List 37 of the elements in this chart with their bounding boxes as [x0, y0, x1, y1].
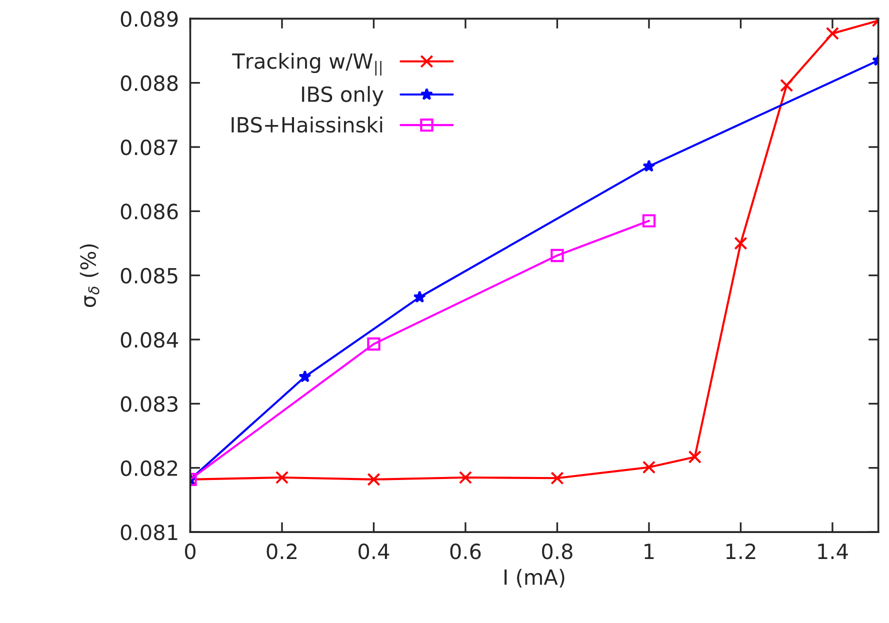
y-tick-label: 0.086 [120, 204, 178, 220]
x-tick-label: 0.6 [450, 544, 481, 560]
point [550, 248, 564, 262]
point [275, 470, 289, 484]
point [688, 450, 702, 464]
point [458, 470, 472, 484]
x-tick-label: 1.2 [726, 544, 756, 559]
point [642, 214, 656, 228]
y-tick-label: 0.089 [120, 11, 178, 27]
point [550, 472, 564, 485]
point [734, 236, 748, 250]
point [298, 370, 312, 382]
point [780, 78, 794, 92]
y-tick-label: 0.081 [120, 524, 178, 540]
x-tick-label: 0 [184, 544, 196, 560]
x-tick-label: 0.2 [266, 544, 296, 560]
y-tick-label: 0.085 [120, 268, 178, 284]
y-axis-title: σ$_{δ}$ (%) [80, 244, 100, 308]
y-tick-label: 0.088 [120, 75, 178, 92]
y-tick-label: 0.082 [120, 460, 178, 476]
point [413, 290, 426, 303]
point [642, 460, 656, 474]
point [826, 26, 840, 40]
y-tick-label: 0.087 [120, 139, 178, 156]
legend-label: IBS only [302, 86, 384, 106]
x-tick-label: 0.4 [358, 544, 390, 560]
point [642, 160, 656, 172]
legend-label: Tracking w/W$_{||}$ [232, 52, 382, 76]
x-tick-label: 1 [644, 544, 654, 559]
x-tick-label: 0.8 [542, 544, 572, 560]
x-tick-label: 1.4 [818, 544, 848, 559]
y-tick-label: 0.083 [120, 396, 178, 412]
legend-label: IBS+Haissinski [232, 116, 382, 133]
y-tick-label: 0.084 [120, 332, 178, 348]
x-axis-title: I (mA) [504, 568, 564, 588]
point [367, 337, 380, 351]
point [367, 472, 380, 486]
